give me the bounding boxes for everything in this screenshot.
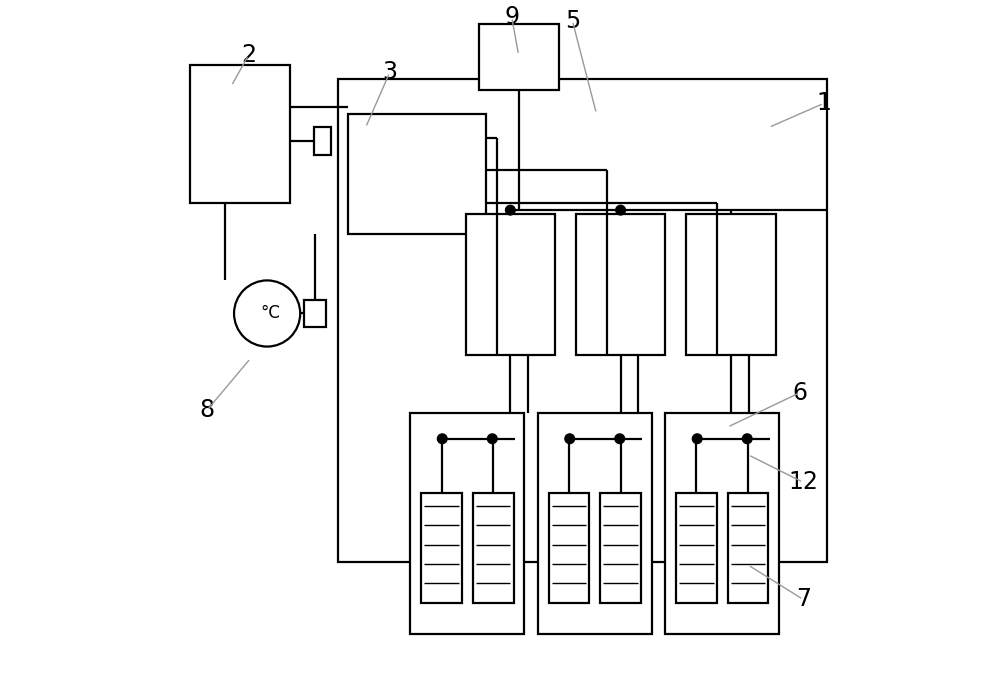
Bar [479,24,559,90]
Text: 8: 8 [200,398,215,422]
Bar [190,65,290,203]
Bar [576,214,665,355]
Bar [665,413,779,634]
Bar [600,493,641,603]
Circle shape [692,434,702,444]
Text: 5: 5 [565,9,580,32]
Text: 6: 6 [792,381,807,404]
Circle shape [616,205,625,215]
Text: 9: 9 [504,6,519,29]
Bar [686,214,776,355]
Circle shape [565,434,575,444]
Circle shape [487,434,497,444]
Text: 7: 7 [796,588,811,611]
Bar [473,493,514,603]
Bar [538,413,652,634]
Circle shape [234,280,300,347]
Bar [338,79,827,562]
Bar [549,493,589,603]
Text: 2: 2 [241,43,256,67]
Text: 3: 3 [382,61,397,84]
Circle shape [615,434,625,444]
Circle shape [742,434,752,444]
Text: °C: °C [260,305,280,322]
Circle shape [506,205,515,215]
Bar [348,114,486,234]
Text: 1: 1 [816,92,831,115]
Bar [728,493,768,603]
Bar [304,300,326,327]
Circle shape [437,434,447,444]
Bar [676,493,717,603]
Bar [466,214,555,355]
Bar [421,493,462,603]
Text: 12: 12 [788,471,818,494]
Bar [410,413,524,634]
Bar [314,127,331,155]
